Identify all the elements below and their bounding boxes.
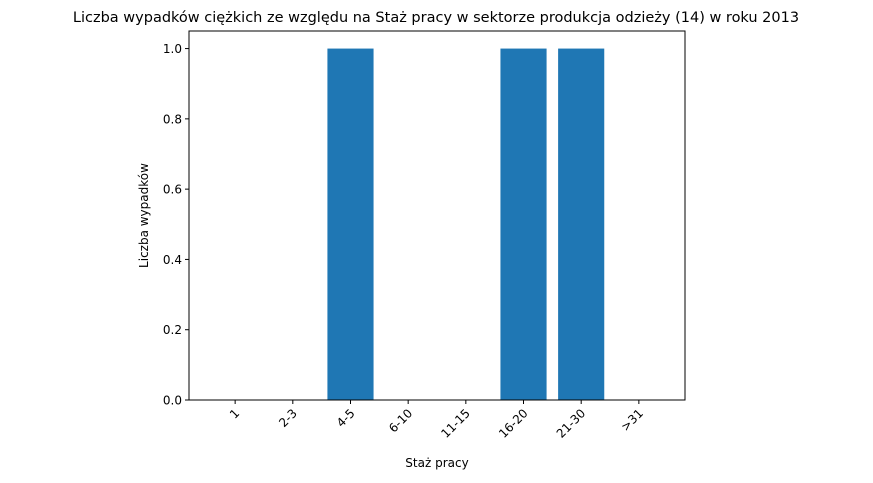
bars-group	[327, 48, 605, 400]
x-tick-label: 6-10	[386, 406, 415, 435]
x-tick-label: 21-30	[554, 406, 589, 441]
y-axis-title: Liczba wypadków	[137, 163, 151, 268]
chart-title: Liczba wypadków ciężkich ze względu na S…	[73, 10, 799, 26]
bar-7	[558, 48, 605, 400]
y-tick-label: 0.0	[163, 394, 182, 408]
y-axis: 0.0 0.2 0.4 0.6 0.8 1.0	[163, 42, 189, 408]
x-axis: 1 2-3 4-5 6-10 11-15 16-20 21-30 >31	[227, 400, 646, 441]
y-tick-label: 0.6	[163, 183, 182, 197]
x-tick-label: >31	[618, 406, 646, 434]
x-tick-label: 1	[227, 406, 242, 421]
y-tick-label: 0.8	[163, 112, 182, 126]
y-tick-label: 0.4	[163, 253, 182, 267]
x-tick-label: 16-20	[496, 406, 531, 441]
bar-6	[500, 48, 547, 400]
y-tick-label: 1.0	[163, 42, 182, 56]
x-tick-label: 2-3	[276, 406, 300, 430]
x-tick-label: 11-15	[438, 406, 473, 441]
bar-3	[327, 48, 374, 400]
plot-frame	[188, 30, 686, 401]
x-tick-label: 4-5	[334, 406, 358, 430]
y-tick-label: 0.2	[163, 323, 182, 337]
x-axis-title: Staż pracy	[405, 456, 468, 470]
